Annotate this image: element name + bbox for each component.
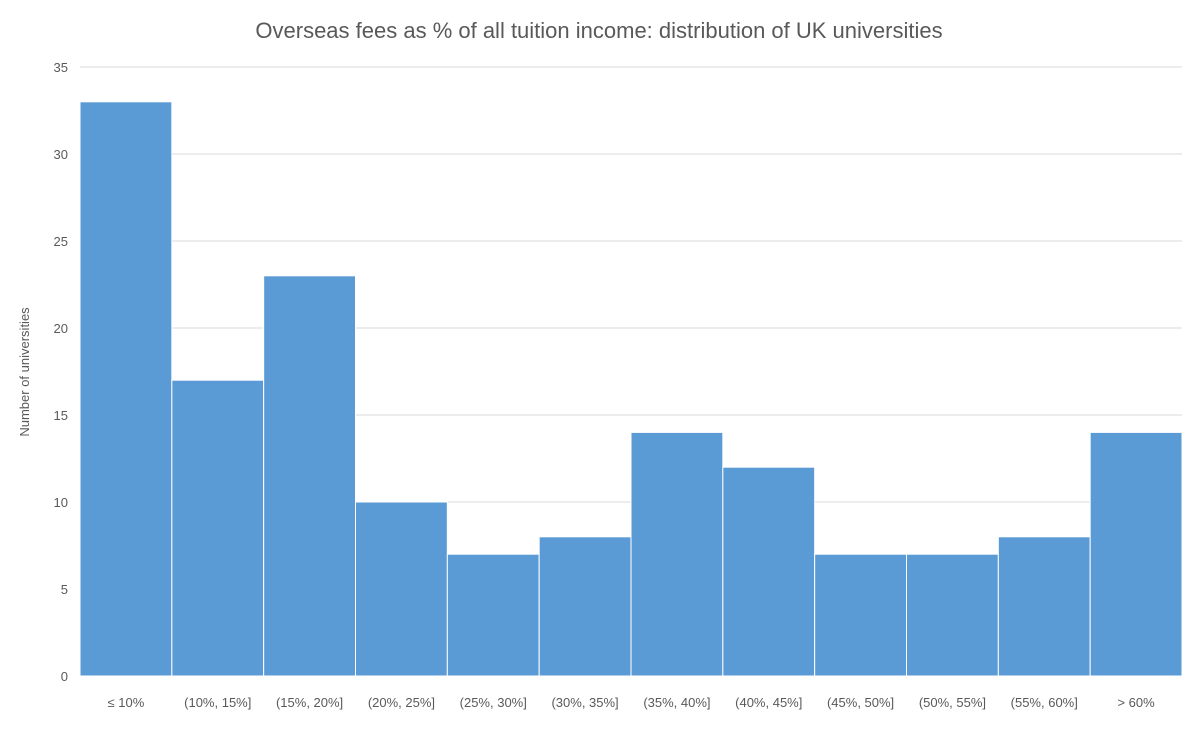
y-axis-label: Number of universities — [17, 307, 32, 437]
chart-title: Overseas fees as % of all tuition income… — [255, 18, 942, 43]
x-tick-label: (25%, 30%] — [460, 695, 527, 710]
bar — [814, 553, 908, 677]
x-tick-label: (30%, 35%] — [551, 695, 618, 710]
bar — [630, 431, 724, 677]
bar — [1089, 431, 1183, 677]
bar — [538, 536, 632, 677]
x-tick-label: ≤ 10% — [108, 695, 145, 710]
y-tick-label: 30 — [54, 147, 68, 162]
x-tick-label: (50%, 55%] — [919, 695, 986, 710]
y-tick-label: 0 — [61, 669, 68, 684]
y-tick-label: 5 — [61, 582, 68, 597]
bar — [355, 501, 448, 677]
bar — [446, 553, 540, 677]
bar — [997, 536, 1091, 677]
y-tick-label: 10 — [54, 495, 68, 510]
x-tick-label: (55%, 60%] — [1011, 695, 1078, 710]
x-tick-label: (20%, 25%] — [368, 695, 435, 710]
bar — [906, 553, 999, 677]
bar — [722, 466, 816, 677]
bar — [79, 101, 173, 677]
x-tick-label: (45%, 50%] — [827, 695, 894, 710]
y-tick-label: 25 — [54, 234, 68, 249]
y-tick-label: 20 — [54, 321, 68, 336]
x-tick-label: (40%, 45%] — [735, 695, 802, 710]
x-tick-label: > 60% — [1117, 695, 1155, 710]
bar — [263, 275, 356, 677]
y-tick-label: 15 — [54, 408, 68, 423]
x-tick-label: (35%, 40%] — [643, 695, 710, 710]
x-tick-label: (10%, 15%] — [184, 695, 251, 710]
bar — [171, 379, 265, 677]
y-tick-label: 35 — [54, 60, 68, 75]
x-tick-label: (15%, 20%] — [276, 695, 343, 710]
